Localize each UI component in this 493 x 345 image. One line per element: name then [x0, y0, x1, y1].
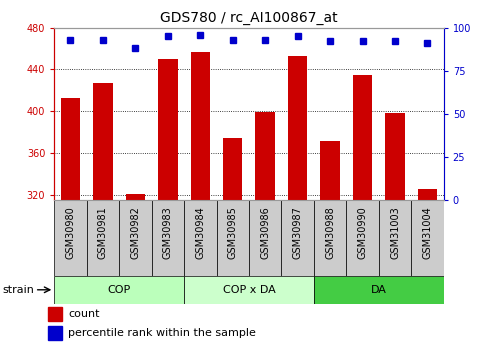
- Bar: [216, 200, 249, 276]
- Bar: [184, 276, 314, 304]
- Bar: [385, 113, 405, 200]
- Bar: [320, 140, 340, 200]
- Title: GDS780 / rc_AI100867_at: GDS780 / rc_AI100867_at: [160, 11, 338, 25]
- Text: DA: DA: [371, 285, 387, 295]
- Bar: [54, 200, 87, 276]
- Text: GSM30987: GSM30987: [293, 206, 303, 259]
- Bar: [255, 112, 275, 200]
- Bar: [48, 307, 62, 321]
- Text: GSM30986: GSM30986: [260, 206, 270, 259]
- Bar: [282, 200, 314, 276]
- Bar: [379, 200, 411, 276]
- Bar: [288, 56, 307, 200]
- Text: GSM30981: GSM30981: [98, 206, 108, 259]
- Text: strain: strain: [2, 285, 35, 295]
- Bar: [93, 83, 112, 200]
- Text: GSM30982: GSM30982: [130, 206, 141, 259]
- Text: GSM30988: GSM30988: [325, 206, 335, 259]
- Bar: [61, 98, 80, 200]
- Bar: [48, 326, 62, 339]
- Text: COP x DA: COP x DA: [223, 285, 275, 295]
- Bar: [119, 200, 151, 276]
- Bar: [418, 189, 437, 200]
- Text: GSM30985: GSM30985: [228, 206, 238, 259]
- Bar: [184, 200, 216, 276]
- Bar: [314, 200, 346, 276]
- Text: GSM30983: GSM30983: [163, 206, 173, 259]
- Text: percentile rank within the sample: percentile rank within the sample: [69, 328, 256, 338]
- Bar: [353, 75, 372, 200]
- Text: GSM30980: GSM30980: [66, 206, 75, 259]
- Bar: [151, 200, 184, 276]
- Bar: [158, 59, 177, 200]
- Text: COP: COP: [107, 285, 131, 295]
- Bar: [126, 194, 145, 200]
- Bar: [411, 200, 444, 276]
- Text: GSM30984: GSM30984: [195, 206, 205, 259]
- Text: GSM30990: GSM30990: [357, 206, 368, 259]
- Bar: [346, 200, 379, 276]
- Bar: [249, 200, 282, 276]
- Bar: [87, 200, 119, 276]
- Bar: [54, 276, 184, 304]
- Bar: [314, 276, 444, 304]
- Text: GSM31004: GSM31004: [423, 206, 432, 259]
- Text: GSM31003: GSM31003: [390, 206, 400, 259]
- Bar: [190, 52, 210, 200]
- Text: count: count: [69, 309, 100, 319]
- Bar: [223, 138, 243, 200]
